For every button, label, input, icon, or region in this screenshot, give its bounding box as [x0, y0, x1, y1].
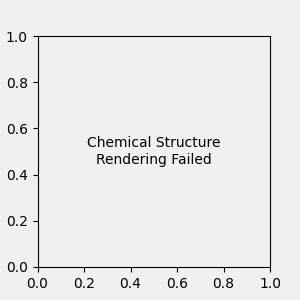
Text: Chemical Structure
Rendering Failed: Chemical Structure Rendering Failed: [87, 136, 220, 166]
